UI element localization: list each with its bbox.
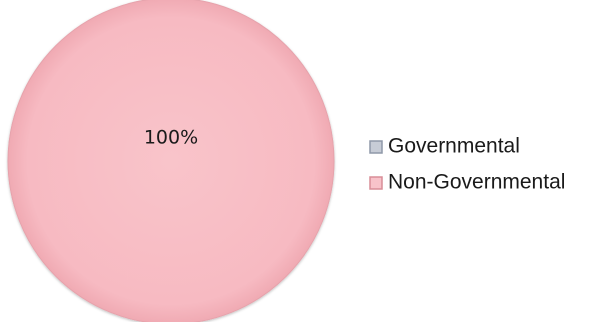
pie-slice-non-governmental bbox=[7, 0, 335, 322]
pie-slices bbox=[7, 0, 335, 322]
legend-label-governmental: Governmental bbox=[388, 135, 520, 158]
legend-swatch-non-governmental bbox=[369, 176, 383, 190]
legend-label-non-governmental: Non-Governmental bbox=[388, 171, 565, 194]
pie-data-labels: 100% bbox=[144, 127, 198, 149]
data-label-non-governmental: 100% bbox=[144, 127, 198, 149]
legend: Governmental Non-Governmental bbox=[369, 135, 565, 194]
legend-swatch-governmental bbox=[369, 140, 383, 154]
